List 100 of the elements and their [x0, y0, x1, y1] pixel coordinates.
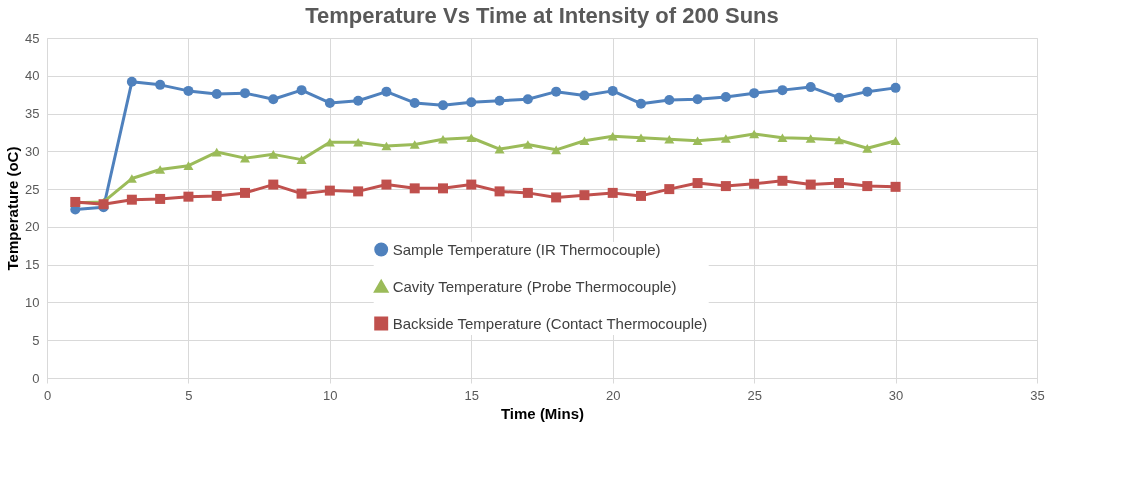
- point: [777, 175, 788, 186]
- point: [607, 187, 618, 198]
- point: [607, 85, 618, 96]
- y-tick-label: 35: [25, 106, 40, 122]
- chart-title: Temperature Vs Time at Intensity of 200 Suns: [305, 3, 779, 28]
- point: [155, 79, 166, 90]
- y-tick-label: 15: [25, 257, 40, 273]
- point: [805, 82, 816, 93]
- point: [579, 136, 590, 146]
- x-tick-label: 20: [605, 387, 621, 403]
- point: [720, 134, 731, 143]
- point: [551, 86, 562, 97]
- point: [296, 85, 307, 96]
- point: [522, 94, 533, 105]
- x-tick-label: 35: [1030, 387, 1045, 403]
- point: [409, 97, 420, 108]
- point: [438, 134, 448, 144]
- point: [494, 144, 505, 154]
- legend-label: Sample Temperature (IR Thermocouple): [392, 240, 661, 258]
- point: [324, 137, 335, 147]
- point: [551, 145, 562, 155]
- x-tick-label: 15: [464, 387, 480, 403]
- y-tick-label: 10: [25, 294, 40, 310]
- point: [664, 184, 675, 195]
- point: [579, 90, 590, 101]
- point: [324, 185, 335, 196]
- point: [805, 179, 816, 190]
- point: [466, 133, 477, 143]
- point: [324, 97, 335, 108]
- y-tick-label: 30: [25, 143, 40, 159]
- point: [522, 187, 533, 198]
- legend-label: Backside Temperature (Contact Thermocouple): [392, 314, 708, 332]
- point: [749, 129, 760, 139]
- point: [890, 136, 901, 146]
- point: [466, 97, 477, 108]
- point: [890, 181, 901, 192]
- point: [183, 161, 194, 171]
- point: [353, 95, 364, 106]
- point: [890, 82, 901, 93]
- point: [834, 178, 844, 189]
- point: [353, 186, 364, 197]
- point: [834, 92, 844, 103]
- point: [240, 88, 250, 99]
- x-axis-title: Time (Mins): [500, 404, 585, 422]
- point: [749, 88, 760, 99]
- legend-label: Cavity Temperature (Probe Thermocouple): [392, 277, 677, 295]
- point: [240, 187, 250, 198]
- x-tick-label: 5: [185, 387, 193, 403]
- y-tick-label: 20: [25, 219, 40, 235]
- point: [862, 181, 873, 192]
- point: [636, 98, 646, 109]
- point: [607, 131, 618, 141]
- x-tick-label: 30: [888, 387, 904, 403]
- point: [211, 88, 222, 99]
- point: [381, 86, 392, 97]
- point: [579, 190, 590, 201]
- point: [692, 94, 703, 105]
- point: [183, 191, 194, 202]
- point: [636, 133, 646, 143]
- point: [692, 178, 703, 189]
- point: [296, 188, 307, 199]
- point: [805, 134, 816, 143]
- point: [155, 193, 166, 204]
- x-tick-label: 0: [43, 387, 52, 403]
- point: [438, 100, 448, 111]
- point: [438, 183, 448, 194]
- point: [296, 155, 307, 164]
- point: [268, 179, 279, 190]
- point: [466, 179, 477, 190]
- y-tick-label: 0: [32, 370, 40, 386]
- point: [409, 140, 420, 149]
- point: [268, 150, 279, 159]
- point: [664, 94, 675, 105]
- point: [777, 85, 788, 96]
- point: [636, 190, 646, 201]
- point: [268, 94, 279, 105]
- point: [720, 91, 731, 102]
- y-tick-label: 45: [25, 30, 40, 46]
- point: [381, 179, 392, 190]
- y-axis-title: Temperature (oC): [4, 146, 22, 271]
- point: [522, 140, 533, 149]
- point: [862, 86, 873, 97]
- point: [211, 190, 222, 201]
- point: [777, 133, 788, 143]
- point: [551, 192, 562, 203]
- point: [862, 143, 873, 153]
- point: [155, 165, 166, 174]
- y-tick-label: 5: [32, 332, 40, 348]
- point: [692, 136, 703, 146]
- point: [749, 178, 760, 189]
- point: [126, 194, 137, 205]
- point: [664, 134, 675, 144]
- point: [126, 76, 137, 87]
- point: [353, 137, 364, 147]
- x-tick-label: 25: [747, 387, 762, 403]
- point: [381, 141, 392, 151]
- point: [409, 183, 420, 194]
- point: [183, 85, 194, 96]
- point: [211, 147, 222, 157]
- x-tick-label: 10: [323, 387, 338, 403]
